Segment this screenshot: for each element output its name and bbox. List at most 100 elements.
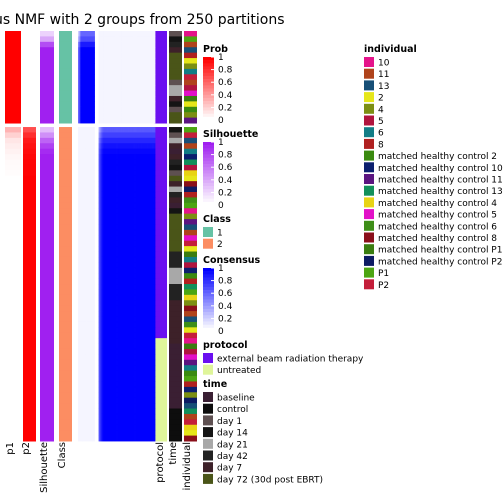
cell-individual [184,251,197,258]
cell-p1 [5,224,21,231]
consensus-cell [91,186,93,193]
consensus-cell [104,164,106,171]
consensus-cell [132,85,134,91]
consensus-cell [113,300,115,307]
consensus-cell [145,175,147,182]
consensus-cell [151,267,153,274]
consensus-cell [125,224,128,231]
consensus-cell [116,159,118,166]
consensus-cell [86,148,89,155]
consensus-cell [153,321,155,328]
consensus-cell [89,208,92,215]
consensus-cell [103,229,105,236]
cell-class [59,419,72,426]
consensus-cell [86,235,89,242]
consensus-cell [147,305,149,312]
consensus-cell [87,63,90,70]
consensus-cell [93,106,95,113]
consensus-cell [150,137,152,144]
consensus-cell [88,170,91,177]
consensus-cell [144,186,146,193]
consensus-cell [102,354,104,361]
consensus-cell [148,112,150,119]
consensus-cell [86,90,89,97]
consensus-cell [143,332,145,339]
consensus-cell [134,305,136,312]
consensus-cell [86,229,89,236]
consensus-cell [150,101,152,108]
consensus-cell [137,137,139,144]
consensus-cell [114,251,116,258]
consensus-cell [110,148,112,155]
consensus-cell [92,148,94,155]
consensus-cell [117,127,119,133]
consensus-cell [152,300,154,307]
consensus-cell [154,186,156,193]
consensus-cell [127,164,130,171]
consensus-cell [148,90,150,97]
consensus-cell [100,332,102,339]
cell-protocol [154,246,167,253]
consensus-cell [114,117,116,124]
consensus-cell [111,181,113,187]
consensus-cell [84,338,87,344]
consensus-cell [147,101,149,108]
consensus-cell [126,148,129,155]
consensus-cell [123,321,126,328]
consensus-cell [145,208,147,215]
consensus-cell [113,246,115,252]
consensus-cell [154,191,156,198]
consensus-cell [138,191,140,198]
consensus-cell [136,289,138,296]
consensus-cell [81,332,84,339]
consensus-cell [113,170,115,177]
consensus-cell [113,159,115,166]
consensus-cell [78,348,80,355]
consensus-cell [136,219,138,225]
consensus-cell [150,31,152,37]
consensus-cell [152,41,154,48]
consensus-cell [146,191,148,198]
consensus-cell [138,170,140,177]
consensus-cell [80,284,83,290]
consensus-cell [93,68,95,75]
consensus-cell [129,273,132,279]
consensus-cell [130,327,133,334]
consensus-cell [142,202,144,209]
consensus-cell [107,311,109,317]
consensus-cell [112,208,114,215]
consensus-cell [91,316,93,323]
consensus-cell [117,74,119,81]
consensus-cell [148,154,150,160]
consensus-cell [131,278,134,285]
consensus-cell [153,338,155,344]
consensus-cell [116,137,118,144]
consensus-cell [150,68,152,75]
consensus-cell [136,85,138,91]
consensus-cell [130,267,133,274]
consensus-cell [115,246,117,252]
consensus-cell [126,321,129,328]
consensus-cell [151,213,153,220]
consensus-cell [99,219,101,225]
consensus-cell [127,284,130,290]
consensus-cell [99,112,101,119]
consensus-cell [154,68,156,75]
consensus-cell [118,219,121,225]
consensus-cell [103,321,105,328]
consensus-cell [110,246,112,252]
consensus-cell [141,321,143,328]
consensus-cell [142,300,144,307]
cell-silhouette [40,273,54,280]
consensus-cell [125,101,128,108]
consensus-cell [124,85,127,91]
cell-class [59,74,72,81]
consensus-cell [129,106,132,113]
consensus-cell [102,246,104,252]
consensus-cell [153,311,155,317]
consensus-cell [93,262,95,269]
consensus-cell [150,41,152,48]
consensus-cell [145,41,147,48]
consensus-cell [148,267,150,274]
consensus-cell [86,58,89,64]
